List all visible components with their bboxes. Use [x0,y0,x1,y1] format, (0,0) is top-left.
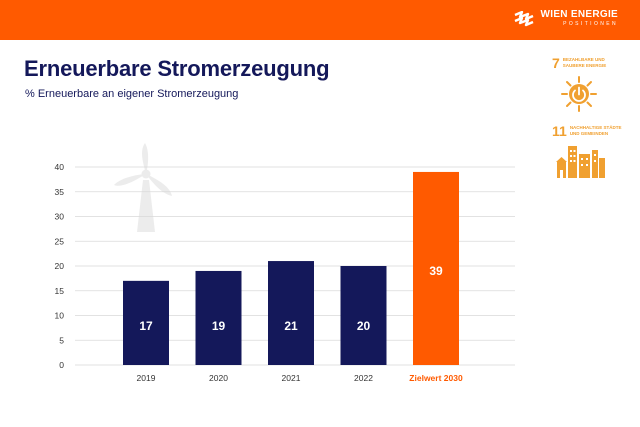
y-tick-label: 40 [55,162,65,172]
brand-name: WIEN ENERGIE [540,9,618,20]
x-tick-label: Zielwert 2030 [409,373,463,383]
y-tick-label: 20 [55,261,65,271]
bar-data-label: 20 [357,319,371,333]
bar [268,261,314,365]
brand-subtitle: POSITIONEN [563,21,618,27]
bar [195,270,242,365]
brand-logo[interactable]: WIEN ENERGIE POSITIONEN [513,10,619,27]
x-tick-label: 2020 [209,373,228,383]
y-tick-label: 10 [55,311,65,321]
sdg-7-label: BEZAHLBARE UND SAUBERE ENERGIE [562,57,607,68]
y-tick-label: 30 [55,212,65,222]
city-buildings-icon [556,146,605,178]
bar-data-label: 21 [284,319,298,333]
sdg-7-number: 7 [552,55,560,71]
bar [340,266,387,365]
power-sun-icon [561,76,597,112]
x-tick-label: 2022 [354,373,373,383]
bar-data-label: 39 [429,264,443,278]
y-tick-label: 25 [55,236,65,246]
bar-data-label: 19 [212,319,226,333]
x-tick-label: 2019 [137,373,156,383]
sdg-goal-7: 7 BEZAHLBARE UND SAUBERE ENERGIE [552,56,619,70]
header-bar: WIEN ENERGIE POSITIONEN [0,0,640,40]
sdg-11-number: 11 [552,123,567,139]
bar-data-label: 17 [139,319,153,333]
y-tick-label: 35 [55,187,65,197]
y-tick-label: 5 [59,335,64,345]
wien-energie-logo-icon [514,10,533,26]
x-tick-label: 2021 [282,373,301,383]
wind-turbine-icon [114,143,172,232]
y-tick-label: 15 [55,286,65,296]
chart-title: Erneuerbare Stromerzeugung [24,56,330,81]
sdg-goal-11: 11 NACHHALTIGE STÄDTE UND GEMEINDEN [552,124,626,138]
bar [413,171,459,365]
bar [123,280,169,365]
y-tick-label: 0 [59,360,64,370]
sdg-11-label: NACHHALTIGE STÄDTE UND GEMEINDEN [569,125,622,136]
chart-subtitle: % Erneuerbare an eigener Stromerzeugung [25,88,239,100]
